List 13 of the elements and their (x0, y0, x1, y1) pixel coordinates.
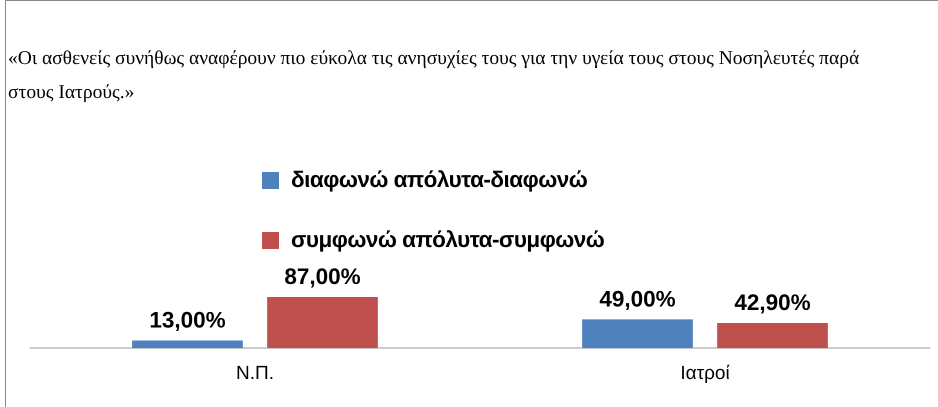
bar (132, 340, 243, 348)
data-label: 13,00% (149, 308, 226, 333)
data-label: 87,00% (284, 264, 361, 289)
bar (717, 322, 828, 348)
data-label: 49,00% (599, 286, 676, 312)
x-tick-label: Ν.Π. (236, 362, 274, 384)
bar (267, 297, 378, 348)
bar (582, 319, 693, 348)
legend-label: διαφωνώ απόλυτα-διαφωνώ (291, 167, 588, 193)
data-label: 42,90% (734, 290, 811, 315)
legend-label: συμφωνώ απόλυτα-συμφωνώ (291, 227, 604, 253)
x-tick-label: Ιατροί (680, 362, 730, 384)
chart-title: «Οι ασθενείς συνήθως αναφέρουν πιο εύκολα τις ανησυχίες τους για την υγεία τους στους Νοσηλευτές παρά στους Ιατρούς.» (8, 47, 860, 105)
